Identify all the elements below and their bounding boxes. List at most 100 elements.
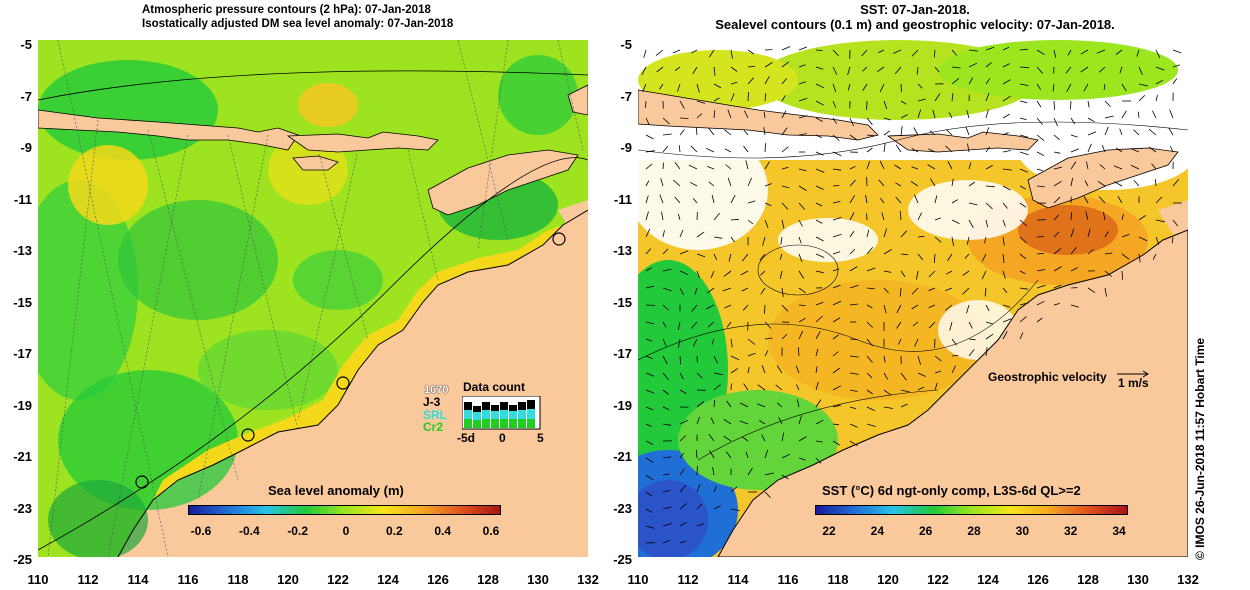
sla-coastline [117,209,588,557]
left-y-tick: -5 [20,37,32,52]
velocity-arrow [1053,151,1061,154]
velocity-arrow [917,235,925,238]
velocity-arrow [1133,180,1140,187]
velocity-arrow [1019,219,1027,227]
velocity-arrow [917,253,924,261]
velocity-arrow [1019,332,1024,340]
velocity-arrow [1070,267,1078,272]
velocity-arrow [645,423,652,427]
velocity-arrow [985,46,995,51]
sla-patch [48,480,148,557]
velocity-arrow [713,110,716,119]
velocity-arrow [866,117,873,126]
left-y-tick: -7 [20,88,32,104]
velocity-arrow [710,417,715,425]
velocity-arrow [951,236,954,246]
velocity-arrow [1138,236,1148,242]
sst-map[interactable] [638,40,1188,557]
velocity-arrow [1066,83,1072,92]
velocity-arrow [899,210,902,221]
velocity-arrow [1070,212,1072,221]
velocity-arrow [1170,145,1174,153]
velocity-arrow [1155,196,1163,204]
velocity-arrow [1138,66,1143,75]
velocity-arrow [641,66,647,76]
velocity-arrow [747,200,756,204]
velocity-arrow [832,83,837,93]
series-cr2: Cr2 [423,420,444,434]
velocity-arrow [815,348,819,357]
velocity-arrow [900,287,902,297]
velocity-arrow [1083,83,1089,92]
left-x-tick: 114 [127,572,149,587]
velocity-arrow [945,145,953,153]
velocity-arrow [739,402,749,408]
left-x-tick: 124 [377,572,399,587]
velocity-arrow [968,338,976,341]
sla-map[interactable] [38,40,588,557]
velocity-arrow [1053,100,1055,110]
right-y-tick: -11 [613,191,632,207]
velocity-arrow [760,270,766,276]
velocity-arrow [934,49,936,58]
right-y-tick: -23 [613,500,632,516]
velocity-arrow [1019,48,1028,51]
velocity-arrow [730,236,735,243]
velocity-arrow [796,399,800,408]
tide-gauge-marker[interactable] [552,232,566,246]
velocity-arrow [764,321,772,329]
tide-gauge-marker[interactable] [241,428,255,442]
velocity-arrow [1069,100,1072,110]
velocity-arrow [645,457,654,464]
velocity-arrow [900,389,910,393]
velocity-arrow [781,432,785,442]
velocity-arrow [815,366,818,374]
velocity-arrow [730,81,738,85]
right-x-tick: 114 [727,572,749,587]
sla-pressure-contour [38,70,588,101]
velocity-arrow [951,77,960,85]
velocity-arrow [1002,236,1005,246]
velocity-arrow [645,117,650,125]
velocity-arrow [741,253,749,262]
velocity-arrow [1087,117,1095,123]
velocity-arrow [747,91,749,102]
data-count-bars [462,396,541,430]
velocity-arrow [1152,110,1157,119]
velocity-arrow [798,202,806,210]
velocity-arrow [1114,181,1123,187]
velocity-arrow [911,287,919,295]
left-x-tick: 122 [327,572,349,587]
left-y-tick: -9 [20,140,32,155]
velocity-arrow [985,62,992,68]
velocity-arrow [1104,115,1114,119]
sst-colorbar-tick: 24 [870,524,884,538]
left-x-tick: 120 [277,572,299,587]
tide-gauge-marker[interactable] [135,475,149,489]
velocity-arrow [1137,111,1140,119]
right-x-tick: 120 [877,572,899,587]
velocity-arrow [815,331,821,340]
velocity-arrow [747,66,755,68]
velocity-arrow [798,457,806,461]
velocity-arrow [883,130,891,136]
right-x-tick: 112 [677,572,699,587]
velocity-arrow [1002,202,1008,209]
right-title-line1: SST: 07-Jan-2018. [860,2,970,17]
velocity-arrow [985,321,994,325]
velocity-arrow [985,202,993,210]
velocity-arrow [878,49,885,54]
velocity-arrow [1085,211,1089,221]
sla-island-java [38,109,299,151]
sst-hot-patch [1018,205,1118,255]
velocity-arrow [883,355,886,363]
velocity-arrow [1155,219,1165,223]
sst-island-timor [1027,147,1179,209]
velocity-arrow [645,338,653,342]
velocity-arrow [895,144,902,153]
velocity-arrow [849,423,858,428]
tide-gauge-marker[interactable] [336,376,350,390]
velocity-arrow [645,228,651,238]
velocity-arrow [883,228,888,238]
velocity-arrow [662,268,672,272]
